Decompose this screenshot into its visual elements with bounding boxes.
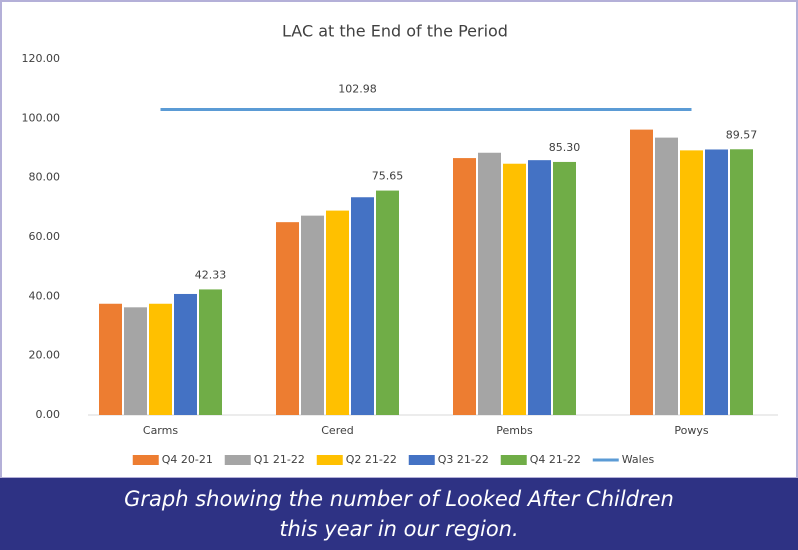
legend-swatch [408,455,435,465]
bar [630,129,653,415]
caption: Graph showing the number of Looked After… [0,478,798,550]
legend-label: Wales [622,453,655,466]
y-tick-label: 100.00 [22,111,61,124]
bar [174,293,197,415]
data-label: 89.57 [726,128,758,141]
y-tick-label: 80.00 [29,171,61,184]
x-tick-label: Cered [321,424,353,437]
legend-swatch [132,455,159,465]
x-tick-label: Powys [674,424,708,437]
bar [199,289,222,415]
legend-label: Q4 20-21 [162,453,213,466]
y-tick-label: 40.00 [29,289,61,302]
bar [528,160,551,415]
y-tick-label: 120.00 [22,52,61,65]
bar [680,150,703,415]
data-label: 75.65 [372,170,404,183]
legend-label: Q2 21-22 [346,453,397,466]
bar [503,163,526,415]
x-tick-label: Pembs [496,424,533,437]
legend-label: Q3 21-22 [438,453,489,466]
bar [326,210,349,415]
data-label: 85.30 [549,141,581,154]
bar [149,303,172,415]
bar [99,303,122,415]
bar [705,149,728,415]
bar [478,152,501,415]
bar [124,307,147,415]
data-label: 102.98 [338,82,377,95]
x-tick-label: Carms [143,424,178,437]
chart: LAC at the End of the Period 0.00 20.00 40… [0,0,798,478]
y-tick-label: 60.00 [29,230,61,243]
legend-swatch [500,455,527,465]
caption-line: Graph showing the number of Looked After… [124,487,674,511]
caption-line: this year in our region. [279,517,519,541]
legend-swatch [316,455,343,465]
legend-swatch [224,455,251,465]
legend-label: Q4 21-22 [530,453,581,466]
bar [730,149,753,415]
bar [553,161,576,415]
bar [276,222,299,415]
bar [453,158,476,415]
chart-title: LAC at the End of the Period [282,22,508,41]
bar [351,197,374,415]
bar [376,190,399,415]
legend-label: Q1 21-22 [254,453,305,466]
bar [301,215,324,415]
data-label: 42.33 [195,268,227,281]
y-tick-label: 20.00 [29,349,61,362]
bar [655,137,678,415]
y-tick-label: 0.00 [36,408,61,421]
